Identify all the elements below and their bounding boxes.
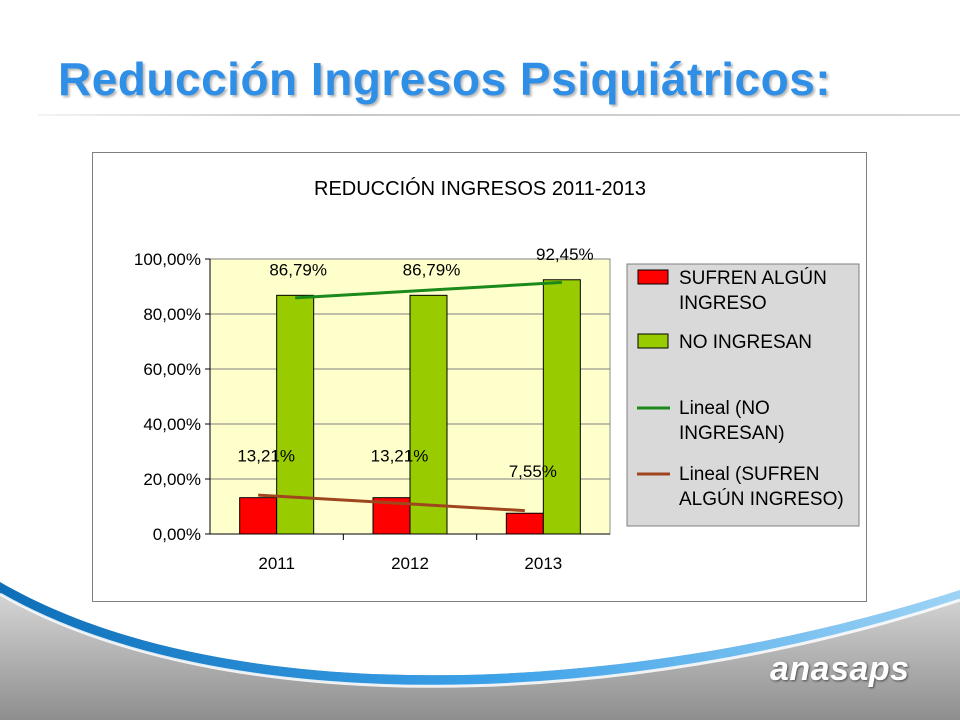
bar-no-ingresan	[542, 279, 581, 535]
chart-frame: REDUCCIÓN INGRESOS 2011-2013 0,00% 20,00% 4…	[92, 152, 867, 602]
legend-item-no-ingresan: NO INGRESAN	[679, 332, 812, 353]
y-tick-label: 20,00%	[143, 470, 201, 489]
legend-label-line: Lineal (NO	[679, 398, 770, 419]
legend-item-trend-sufren: Lineal (SUFREN ALGÚN INGRESO)	[679, 464, 844, 510]
brand-logo: anasaps	[770, 650, 910, 688]
legend-swatch-no-ingresan	[637, 333, 669, 349]
x-tick-label: 2011	[258, 554, 295, 573]
data-label-no-ingresan: 86,79%	[269, 260, 327, 279]
legend-item-trend-no-ingresan: Lineal (NO INGRESAN)	[679, 398, 785, 444]
legend-label-line: NO INGRESAN	[679, 332, 812, 353]
legend-label-line: Lineal (SUFREN	[679, 464, 819, 485]
title-divider	[38, 114, 960, 116]
x-tick-label: 2013	[524, 554, 562, 573]
bar-chart: REDUCCIÓN INGRESOS 2011-2013 0,00% 20,00% 4…	[134, 177, 860, 573]
chart-title: REDUCCIÓN INGRESOS 2011-2013	[314, 177, 646, 200]
y-tick-label: 60,00%	[143, 360, 201, 379]
data-label-sufren: 13,21%	[237, 447, 295, 466]
bar-sufren	[505, 512, 544, 535]
legend-label-line: INGRESAN)	[679, 423, 785, 444]
bar-no-ingresan	[276, 294, 315, 535]
x-tick-label: 2012	[391, 554, 429, 573]
trendline-no-ingresan	[295, 280, 562, 300]
y-tick-label: 100,00%	[134, 250, 201, 269]
trendline-sufren	[258, 493, 525, 513]
data-label-sufren: 13,21%	[371, 447, 429, 466]
y-tick-label: 80,00%	[143, 305, 201, 324]
legend	[626, 263, 860, 527]
legend-item-sufren: SUFREN ALGÚN INGRESO	[679, 267, 827, 314]
legend-label-line: ALGÚN INGRESO)	[679, 488, 844, 510]
data-label-no-ingresan: 92,45%	[536, 245, 594, 264]
bar-no-ingresan	[409, 294, 448, 535]
y-tick-label: 0,00%	[153, 525, 201, 544]
legend-label-line: SUFREN ALGÚN	[679, 267, 827, 289]
slide-title: Reducción Ingresos Psiquiátricos:	[58, 53, 832, 105]
legend-label-line: INGRESO	[679, 293, 767, 314]
data-label-sufren: 7,55%	[509, 462, 557, 481]
bar-sufren	[239, 497, 278, 535]
y-tick-label: 40,00%	[143, 415, 201, 434]
data-label-no-ingresan: 86,79%	[403, 260, 461, 279]
bottom-wave-decoration	[0, 582, 960, 720]
legend-swatch-sufren	[637, 269, 669, 285]
